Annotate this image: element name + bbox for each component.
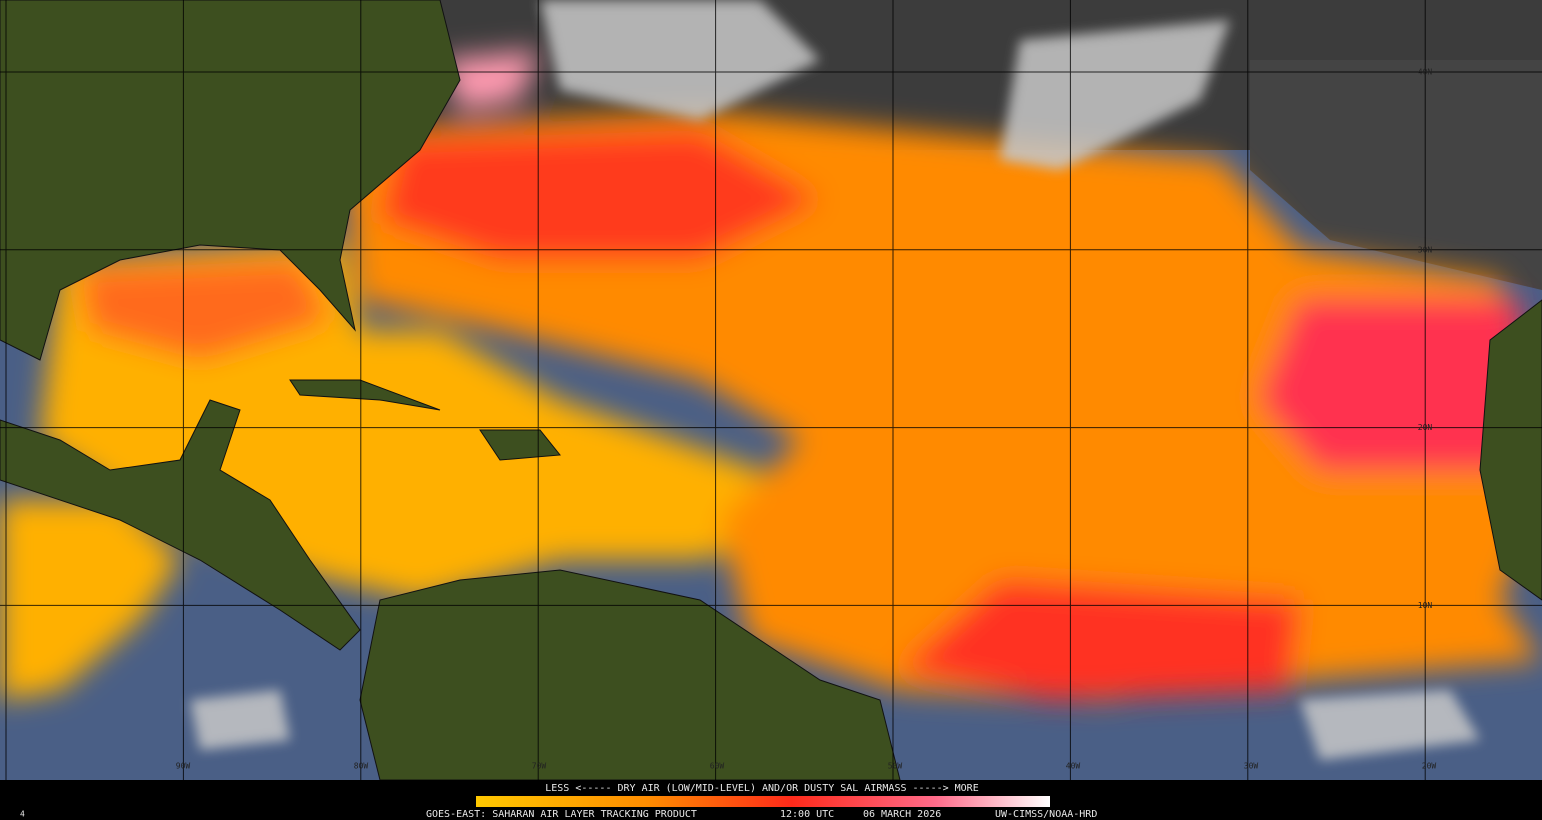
date: 06 MARCH 2026 (863, 809, 941, 820)
latitude-label: 10N (1418, 601, 1433, 610)
time: 12:00 UTC (780, 809, 834, 820)
legend-caption: LESS <----- DRY AIR (LOW/MID-LEVEL) AND/… (545, 783, 978, 794)
color-scale (476, 796, 1050, 807)
longitude-label: 20W (1422, 762, 1437, 771)
land (0, 0, 1542, 781)
imagery (0, 0, 1542, 781)
latitude-label: 40N (1418, 68, 1433, 77)
latitude-label: 30N (1418, 245, 1433, 254)
longitude-label: 50W (888, 762, 903, 771)
longitude-label: 70W (532, 762, 547, 771)
credit: UW-CIMSS/NOAA-HRD (995, 809, 1097, 820)
longitude-label: 60W (710, 762, 725, 771)
product-name: GOES-EAST: SAHARAN AIR LAYER TRACKING PR… (426, 809, 697, 820)
longitude-label: 90W (176, 762, 191, 771)
longitude-label: 80W (354, 762, 369, 771)
latitude-label: 20N (1418, 423, 1433, 432)
longitude-label: 30W (1244, 762, 1259, 771)
longitude-label: 40W (1066, 762, 1081, 771)
frame-number: 4 (20, 810, 25, 819)
